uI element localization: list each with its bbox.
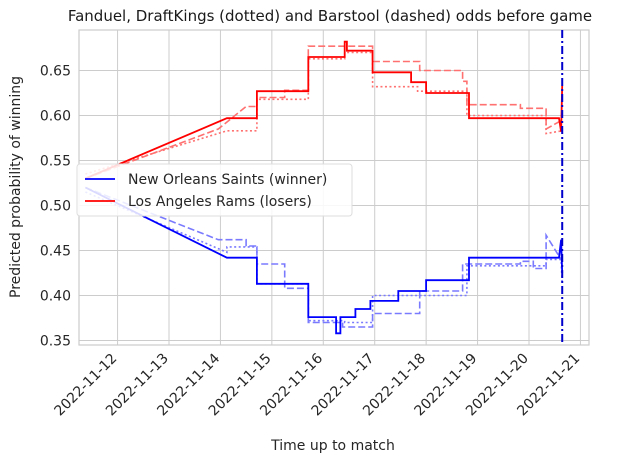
y-tick-label: 0.35 xyxy=(40,334,71,350)
y-tick-label: 0.40 xyxy=(40,289,71,305)
legend-label-rams: Los Angeles Rams (losers) xyxy=(128,194,312,210)
legend-label-saints: New Orleans Saints (winner) xyxy=(128,172,327,188)
y-tick-label: 0.50 xyxy=(40,199,71,215)
legend-box xyxy=(76,163,353,217)
series-line-rams-fanduel xyxy=(85,40,564,180)
y-tick-label: 0.55 xyxy=(40,154,71,170)
series-line-saints-fanduel xyxy=(85,186,564,335)
y-tick-label: 0.60 xyxy=(40,109,71,125)
y-tick-label: 0.45 xyxy=(40,244,71,260)
y-axis-title: Predicted probability of winning xyxy=(8,76,24,298)
chart-title: Fanduel, DraftKings (dotted) and Barstoo… xyxy=(68,7,592,25)
legend: New Orleans Saints (winner) Los Angeles … xyxy=(76,163,353,217)
y-tick-label: 0.65 xyxy=(40,64,71,80)
x-axis-title: Time up to match xyxy=(270,438,395,454)
y-axis-ticks: 0.35 0.40 0.45 0.50 0.55 0.60 0.65 xyxy=(40,64,71,350)
series-layer xyxy=(85,40,564,335)
